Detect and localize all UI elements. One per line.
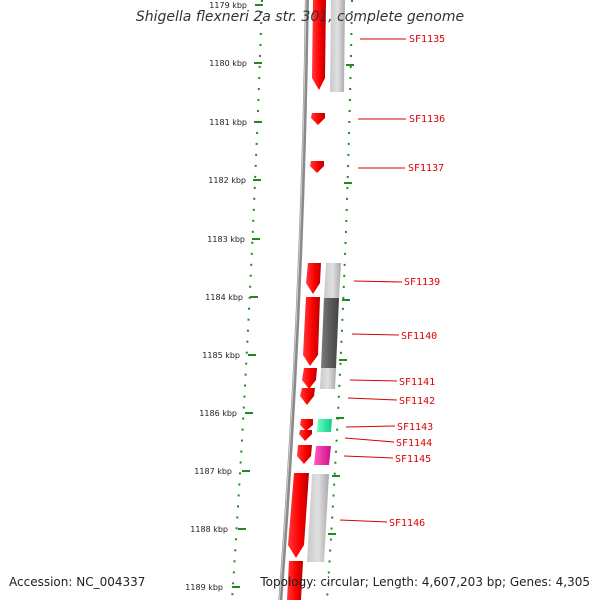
gray-feature-bar — [320, 368, 336, 389]
tick-label: 1183 kbp — [207, 235, 245, 244]
cds-arrows — [287, 0, 326, 600]
gene-label[interactable]: SF1136 — [409, 114, 445, 125]
topology-text: Topology: circular; Length: 4,607,203 bp… — [260, 575, 590, 589]
genome-backbone-highlight — [278, 0, 307, 600]
cds-arrow-sf1145 — [297, 445, 312, 464]
map-title: Shigella flexneri 2a str. 301, complete … — [135, 9, 465, 25]
gene-label[interactable]: SF1144 — [396, 438, 432, 449]
gene-label[interactable]: SF1142 — [399, 396, 435, 407]
inner-tick-group — [328, 64, 354, 535]
gray-feature-bar-dark — [321, 298, 339, 368]
tick-label: 1186 kbp — [199, 409, 237, 418]
gray-features — [307, 0, 345, 562]
genome-backbone — [278, 0, 309, 600]
tick-label: 1185 kbp — [202, 351, 240, 360]
gene-label[interactable]: SF1145 — [395, 454, 431, 465]
cds-arrow-sf1140 — [303, 297, 320, 366]
cds-arrow-sf1141 — [302, 368, 317, 389]
tick-label: 1179 kbp — [209, 1, 247, 10]
tick-label: 1181 kbp — [209, 118, 247, 127]
gray-feature-bar — [330, 0, 345, 92]
green-feature — [317, 419, 332, 432]
accession-text: Accession: NC_004337 — [9, 575, 146, 589]
tick-label: 1182 kbp — [208, 176, 246, 185]
cds-arrow-sf1136 — [311, 113, 325, 125]
tick-group: 1179 kbp 1180 kbp 1181 kbp 1182 kbp 1183… — [185, 1, 263, 592]
gene-label[interactable]: SF1135 — [409, 34, 445, 45]
gene-label[interactable]: SF1140 — [401, 331, 437, 342]
tick-label: 1184 kbp — [205, 293, 243, 302]
gene-label[interactable]: SF1141 — [399, 377, 435, 388]
cds-arrow-sf1143 — [300, 419, 313, 431]
tick-label: 1188 kbp — [190, 525, 228, 534]
tick-label: 1180 kbp — [209, 59, 247, 68]
tick-label: 1189 kbp — [185, 583, 223, 592]
cds-arrow-sf1144 — [299, 430, 312, 441]
label-leaders — [339, 38, 406, 523]
cds-arrow-sf1142 — [300, 388, 315, 405]
gene-labels: SF1135 SF1136 SF1137 SF1139 SF1140 SF114… — [389, 34, 445, 529]
gray-feature-bar — [307, 474, 329, 562]
gene-label[interactable]: SF1137 — [408, 163, 444, 174]
gray-feature-bar — [324, 263, 341, 298]
magenta-feature — [314, 446, 331, 465]
cds-arrow-sf1135 — [312, 0, 326, 90]
cds-arrow-sf1139 — [306, 263, 321, 294]
cds-arrow-sf1137 — [310, 161, 324, 173]
tick-label: 1187 kbp — [194, 467, 232, 476]
cds-arrow-sf1146 — [288, 473, 309, 558]
gene-label[interactable]: SF1143 — [397, 422, 433, 433]
gene-label[interactable]: SF1139 — [404, 277, 440, 288]
cds-arrow-bottom — [287, 561, 303, 600]
gene-label[interactable]: SF1146 — [389, 518, 425, 529]
